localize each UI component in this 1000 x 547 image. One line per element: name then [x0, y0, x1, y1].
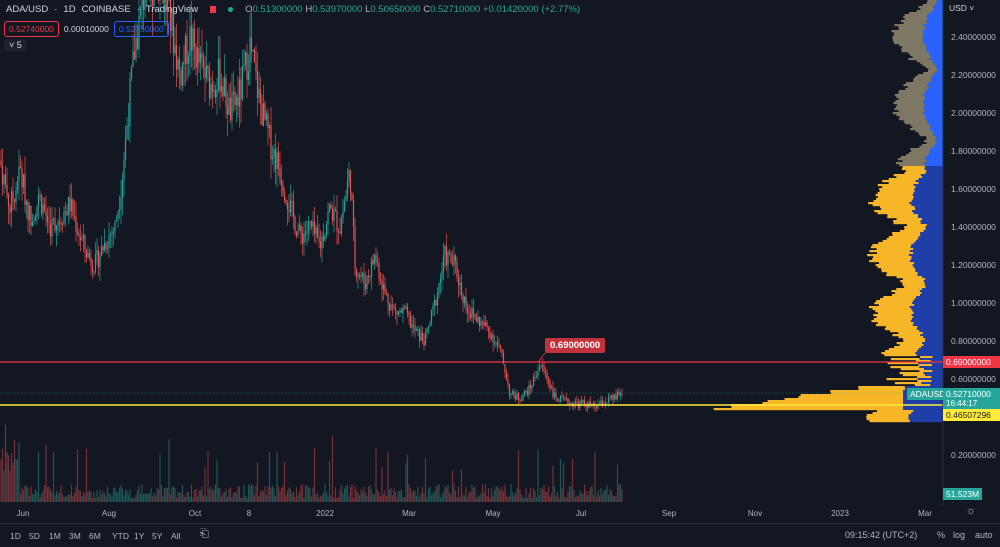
support-price-tag: 0.46507296 — [943, 409, 1000, 421]
time-tick-label: 8 — [246, 509, 252, 518]
sell-button[interactable]: 0.52740000 — [4, 21, 59, 37]
volume-bars — [0, 424, 623, 502]
source: TradingView — [145, 4, 199, 15]
time-tick-label: Sep — [661, 509, 677, 518]
interval[interactable]: 1D — [63, 4, 76, 15]
time-tick-label: Aug — [101, 509, 117, 518]
price-tick-label: 1.00000000 — [951, 298, 996, 308]
last-price-tag: 0.52710000 16:44:17 — [943, 388, 1000, 410]
price-tick-label: 2.20000000 — [951, 70, 996, 80]
price-tick-label: 1.80000000 — [951, 146, 996, 156]
bottom-toolbar — [0, 523, 1000, 547]
market-status-icon — [228, 7, 234, 12]
indicator-count: 5 — [16, 40, 22, 50]
range-button-5d[interactable]: 5D — [29, 531, 40, 541]
log-scale-toggle[interactable]: log — [953, 530, 966, 540]
ohlc-values: O0.51300000 H0.53970000 L0.50650000 C0.5… — [245, 4, 581, 15]
price-tick-label: 0.20000000 — [951, 450, 996, 460]
price-change: +0.01420000 (+2.77%) — [482, 4, 581, 15]
range-button-5y[interactable]: 5Y — [152, 531, 163, 541]
range-button-1m[interactable]: 1M — [49, 531, 61, 541]
currency-selector[interactable]: USD ˅ — [949, 3, 975, 13]
range-button-1y[interactable]: 1Y — [134, 531, 145, 541]
spread-value: 0.00010000 — [63, 24, 109, 34]
percent-scale-toggle[interactable]: % — [937, 530, 946, 540]
settings-gear-icon[interactable]: ☼ — [966, 505, 977, 517]
price-tick-label: 1.20000000 — [951, 260, 996, 270]
indicators-toggle[interactable]: ˅ 5 — [4, 39, 27, 51]
price-callout[interactable]: 0.69000000 — [545, 338, 606, 353]
volume-profile — [713, 0, 943, 423]
symbol-legend: ADA/USD · 1D COINBASE · TradingView O0.5… — [6, 4, 581, 15]
time-tick-label: Jun — [16, 509, 30, 518]
buy-sell-panel: 0.52740000 0.00010000 0.52750000 — [4, 21, 169, 37]
bar-countdown: 16:44:17 — [946, 399, 978, 408]
price-tick-label: 2.00000000 — [951, 108, 996, 118]
symbol-name[interactable]: ADA/USD — [6, 4, 49, 15]
exchange: COINBASE — [81, 4, 131, 15]
time-tick-label: 2022 — [316, 509, 334, 518]
price-tick-label: 0.80000000 — [951, 336, 996, 346]
candlestick-series — [0, 0, 623, 413]
chevron-down-icon: ˅ — [9, 40, 15, 50]
time-tick-label: 2023 — [831, 509, 849, 518]
time-tick-label: Oct — [188, 509, 202, 518]
clock-timezone[interactable]: 09:15:42 (UTC+2) — [845, 530, 918, 540]
price-tick-label: 2.40000000 — [951, 32, 996, 42]
buy-button[interactable]: 0.52750000 — [113, 21, 169, 37]
volume-tag: 51.523M — [943, 488, 983, 500]
time-tick-label: Jul — [575, 509, 587, 518]
flag-icon[interactable] — [210, 6, 217, 13]
time-tick-label: Mar — [918, 509, 932, 518]
range-button-6m[interactable]: 6M — [89, 531, 101, 541]
range-button-3m[interactable]: 3M — [69, 531, 81, 541]
auto-scale-toggle[interactable]: auto — [975, 530, 993, 540]
range-button-ytd[interactable]: YTD — [112, 531, 129, 541]
range-button-all[interactable]: All — [171, 531, 181, 541]
resistance-price-tag: 0.69000000 — [943, 356, 1000, 368]
symbol-tag: ADAUSD — [907, 388, 949, 400]
range-button-1d[interactable]: 1D — [10, 531, 21, 541]
callout-pointer — [537, 352, 546, 363]
price-tick-label: 0.60000000 — [951, 374, 996, 384]
time-tick-label: May — [485, 509, 501, 518]
price-tick-label: 1.60000000 — [951, 184, 996, 194]
goto-date-icon[interactable]: ⎗ — [200, 528, 209, 540]
time-tick-label: Mar — [402, 509, 416, 518]
time-tick-label: Nov — [747, 509, 763, 518]
price-tick-label: 1.40000000 — [951, 222, 996, 232]
